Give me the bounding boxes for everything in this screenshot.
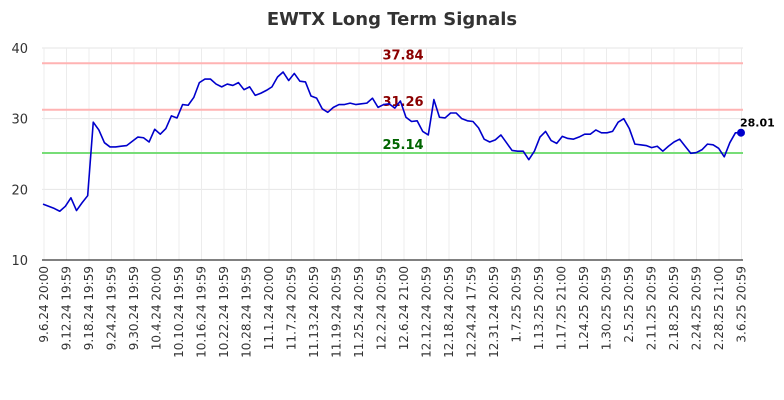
x-tick-label: 10.10.24 19:59 [172, 266, 186, 358]
x-tick-label: 9.6.24 20:00 [37, 266, 51, 343]
x-tick-label: 10.4.24 20:00 [150, 266, 164, 350]
x-tick-label: 10.16.24 19:59 [195, 266, 209, 358]
x-tick-label: 1.17.25 21:00 [555, 266, 569, 350]
y-tick-label: 30 [11, 113, 28, 128]
x-tick-label: 12.6.24 21:00 [397, 266, 411, 350]
x-tick-label: 12.31.24 20:59 [487, 266, 501, 358]
x-tick-label: 1.13.25 20:59 [532, 266, 546, 350]
last-value-label: 28.01 [740, 117, 775, 130]
last-point [737, 128, 745, 137]
x-tick-label: 2.28.25 21:00 [712, 266, 726, 350]
series [42, 71, 742, 213]
x-tick-label: 2.11.25 20:59 [645, 266, 659, 350]
reference-label: 25.14 [382, 138, 423, 153]
x-tick-label: 11.19.24 20:59 [330, 266, 344, 358]
marks: 28.01 [737, 117, 775, 137]
x-tick-label: 12.2.24 20:59 [375, 266, 389, 350]
series-line [42, 71, 742, 213]
x-tick-label: 12.12.24 20:59 [420, 266, 434, 358]
x-tick-label: 11.25.24 20:59 [352, 266, 366, 358]
x-tick-label: 1.24.25 20:59 [577, 266, 591, 350]
x-tick-label: 9.24.24 19:59 [105, 266, 119, 350]
x-tick-label: 11.7.24 20:59 [285, 266, 299, 350]
chart-title: EWTX Long Term Signals [267, 9, 517, 30]
x-tick-label: 10.22.24 19:59 [217, 266, 231, 358]
x-tick-label: 12.18.24 20:59 [442, 266, 456, 358]
x-tick-label: 3.6.25 20:59 [735, 266, 749, 343]
x-tick-label: 12.24.24 17:59 [465, 266, 479, 358]
reference-label: 37.84 [382, 48, 423, 63]
y-tick-label: 20 [11, 183, 28, 198]
x-axis: 9.6.24 20:00 9.12.24 19:59 9.18.24 19:59 9.… [37, 266, 749, 358]
x-tick-label: 9.30.24 19:59 [127, 266, 141, 350]
x-tick-label: 1.7.25 20:59 [510, 266, 524, 343]
x-tick-label: 11.1.24 20:00 [262, 266, 276, 350]
x-tick-label: 9.12.24 19:59 [60, 266, 74, 350]
y-tick-label: 10 [11, 254, 28, 269]
x-tick-label: 2.24.25 20:59 [690, 266, 704, 350]
y-axis: 10 20 30 40 [11, 42, 743, 269]
x-tick-label: 10.28.24 19:59 [240, 266, 254, 358]
y-tick-label: 40 [11, 42, 28, 57]
x-tick-label: 2.18.25 20:59 [667, 266, 681, 350]
x-tick-label: 11.13.24 20:59 [307, 266, 321, 358]
x-tick-label: 2.5.25 20:59 [622, 266, 636, 343]
x-tick-label: 1.30.25 20:59 [600, 266, 614, 350]
x-tick-label: 9.18.24 19:59 [82, 266, 96, 350]
